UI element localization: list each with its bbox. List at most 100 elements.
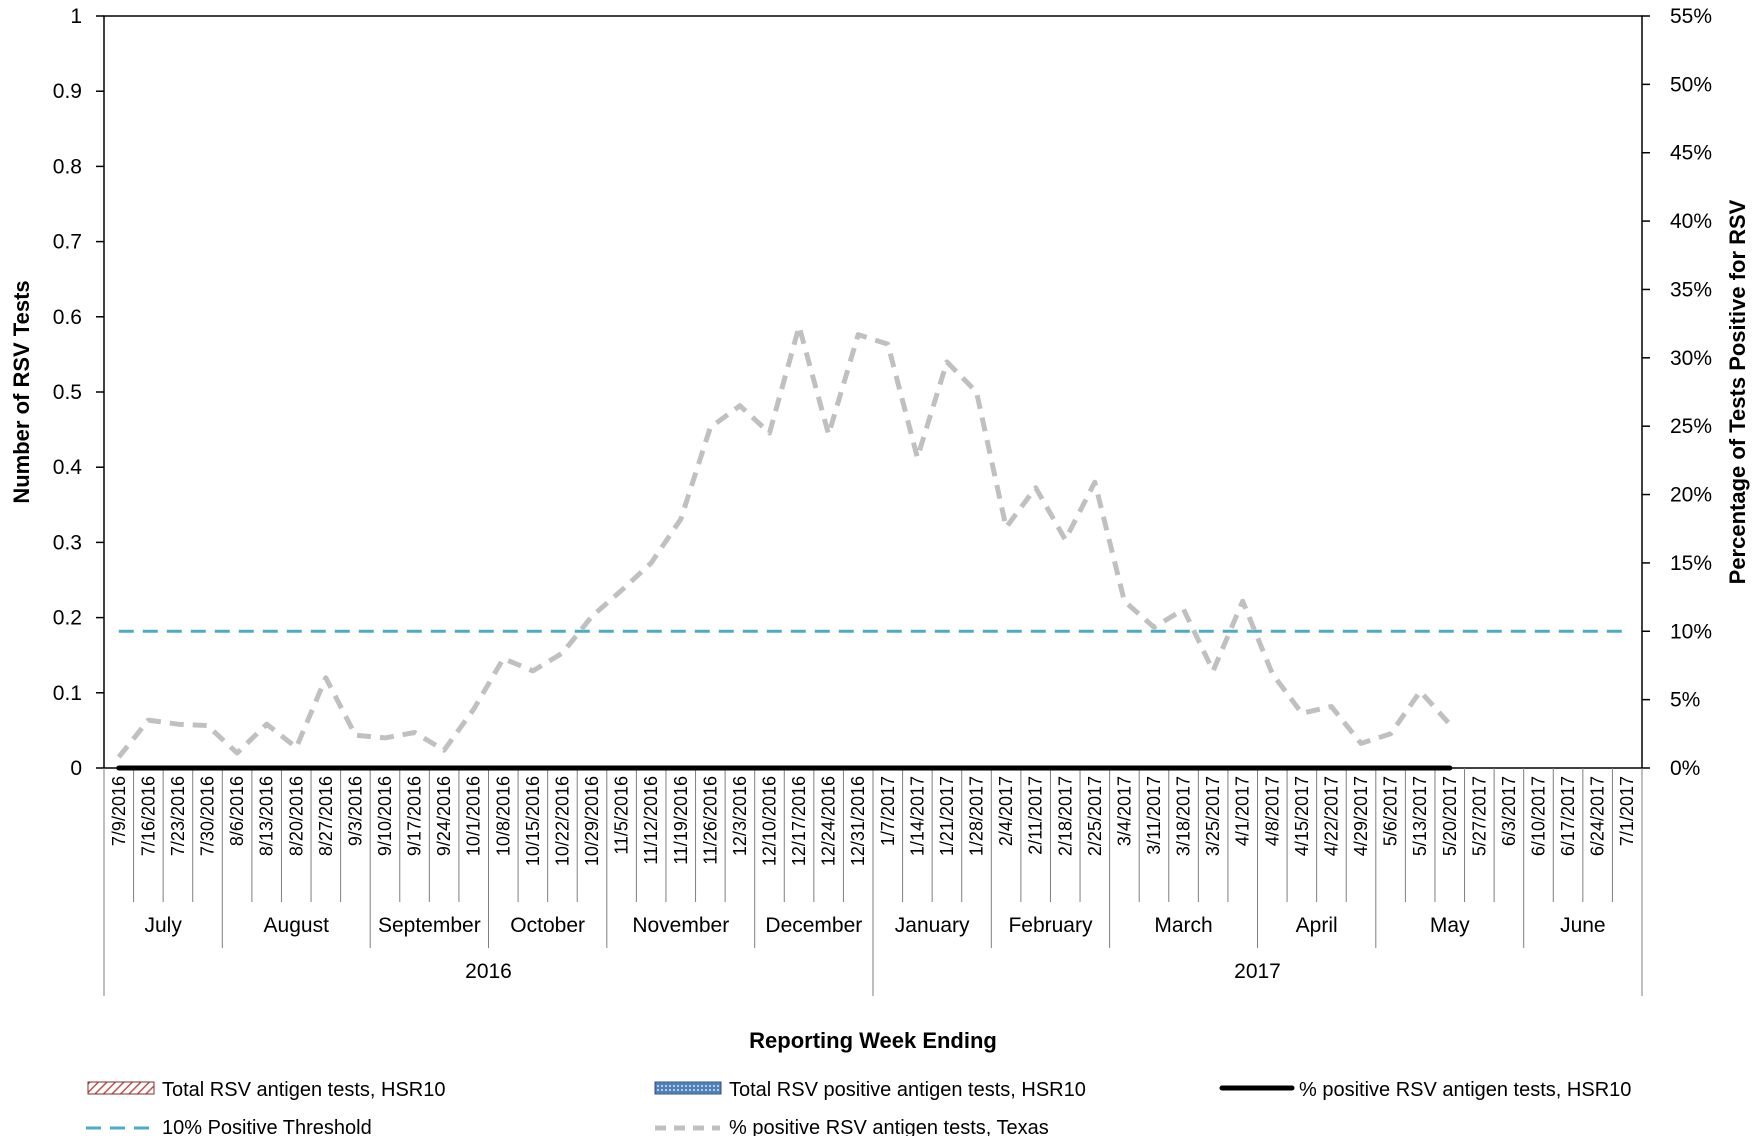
week-label: 7/23/2016 — [168, 776, 188, 856]
month-label: January — [895, 914, 970, 937]
week-label: 7/30/2016 — [198, 776, 218, 856]
week-label: 9/10/2016 — [375, 776, 395, 856]
week-label: 3/11/2017 — [1144, 776, 1164, 855]
week-label: 12/10/2016 — [759, 776, 779, 866]
week-label: 1/7/2017 — [878, 776, 898, 846]
week-label: 12/24/2016 — [819, 776, 839, 866]
left-tick-label: 0.9 — [53, 80, 82, 103]
week-label: 11/5/2016 — [612, 776, 632, 855]
week-label: 2/4/2017 — [996, 776, 1016, 846]
right-tick-label: 25% — [1670, 415, 1712, 438]
right-tick-label: 0% — [1670, 757, 1700, 780]
week-label: 12/3/2016 — [730, 776, 750, 856]
left-tick-label: 0.5 — [53, 381, 82, 404]
week-label: 11/19/2016 — [671, 776, 691, 865]
week-label: 4/22/2017 — [1321, 776, 1341, 856]
year-label: 2016 — [465, 960, 512, 983]
week-label: 10/15/2016 — [523, 776, 543, 866]
right-tick-label: 50% — [1670, 73, 1712, 96]
right-tick-label: 40% — [1670, 210, 1712, 233]
week-label: 9/17/2016 — [405, 776, 425, 856]
week-label: 4/8/2017 — [1262, 776, 1282, 846]
month-label: February — [1008, 914, 1093, 937]
week-label: 4/29/2017 — [1351, 776, 1371, 856]
week-label: 12/31/2016 — [848, 776, 868, 866]
week-label: 7/16/2016 — [138, 776, 158, 856]
week-label: 6/3/2017 — [1499, 776, 1519, 846]
week-label: 2/11/2017 — [1026, 776, 1046, 855]
week-label: 1/28/2017 — [967, 776, 987, 856]
week-label: 6/24/2017 — [1588, 776, 1608, 856]
week-label: 5/27/2017 — [1469, 776, 1489, 856]
right-tick-label: 45% — [1670, 142, 1712, 165]
week-label: 3/4/2017 — [1114, 776, 1134, 846]
x-axis-title: Reporting Week Ending — [749, 1028, 997, 1053]
legend-label-total-tests: Total RSV antigen tests, HSR10 — [162, 1079, 445, 1101]
left-tick-label: 0.1 — [53, 682, 82, 705]
left-tick-label: 0.7 — [53, 231, 82, 254]
year-label: 2017 — [1234, 960, 1281, 983]
week-label: 5/13/2017 — [1410, 776, 1430, 856]
legend-swatch-total-tests — [87, 1081, 155, 1095]
week-label: 9/3/2016 — [345, 776, 365, 846]
week-label: 6/10/2017 — [1528, 776, 1548, 856]
month-label: June — [1560, 914, 1606, 937]
week-label: 3/25/2017 — [1203, 776, 1223, 856]
left-tick-label: 0.2 — [53, 607, 82, 630]
texas-percent-line — [116, 323, 1452, 759]
month-label: October — [510, 914, 585, 937]
week-label: 2/18/2017 — [1055, 776, 1075, 856]
legend-label-positive-tests: Total RSV positive antigen tests, HSR10 — [729, 1079, 1086, 1101]
week-label: 8/27/2016 — [316, 776, 336, 856]
legend-label-hsr10-percent: % positive RSV antigen tests, HSR10 — [1299, 1079, 1631, 1101]
legend-label-threshold: 10% Positive Threshold — [162, 1117, 372, 1136]
right-tick-label: 30% — [1670, 347, 1712, 370]
month-label: May — [1430, 914, 1470, 937]
week-label: 1/21/2017 — [937, 776, 957, 856]
right-tick-label: 5% — [1670, 689, 1700, 712]
month-label: July — [144, 914, 182, 937]
week-label: 4/15/2017 — [1292, 776, 1312, 856]
week-label: 9/24/2016 — [434, 776, 454, 856]
week-label: 8/6/2016 — [227, 776, 247, 846]
month-label: November — [632, 914, 729, 937]
left-axis-title: Number of RSV Tests — [9, 280, 34, 503]
week-label: 10/8/2016 — [493, 776, 513, 856]
week-label: 4/1/2017 — [1233, 776, 1253, 846]
week-label: 10/1/2016 — [464, 776, 484, 856]
legend-label-texas-percent: % positive RSV antigen tests, Texas — [729, 1117, 1049, 1136]
week-label: 1/14/2017 — [907, 776, 927, 856]
week-label: 11/12/2016 — [641, 776, 661, 865]
plot-area-frame — [103, 15, 1643, 769]
week-label: 5/20/2017 — [1440, 776, 1460, 856]
right-axis-title: Percentage of Tests Positive for RSV — [1725, 199, 1750, 584]
right-tick-label: 55% — [1670, 5, 1712, 28]
series-lines — [116, 323, 1628, 771]
week-label: 7/9/2016 — [109, 776, 129, 846]
week-label: 12/17/2016 — [789, 776, 809, 866]
legend: Total RSV antigen tests, HSR10 Total RSV… — [86, 1079, 1631, 1136]
left-axis-tick-labels: 0 0.1 0.2 0.3 0.4 0.5 0.6 0.7 0.8 0.9 1 — [53, 5, 104, 780]
week-label: 6/17/2017 — [1558, 776, 1578, 856]
left-tick-label: 0.8 — [53, 155, 82, 178]
week-label: 3/18/2017 — [1174, 776, 1194, 856]
week-label: 10/22/2016 — [552, 776, 572, 866]
week-label: 8/20/2016 — [286, 776, 306, 856]
category-axis: 7/9/2016 7/16/2016 7/23/2016 7/30/2016 8/6/2… — [103, 768, 1643, 996]
week-label: 5/6/2017 — [1381, 776, 1401, 846]
month-label: August — [264, 914, 330, 937]
right-tick-label: 10% — [1670, 620, 1712, 643]
month-label: September — [378, 914, 481, 937]
month-label: April — [1296, 914, 1338, 937]
right-tick-label: 15% — [1670, 552, 1712, 575]
week-label: 10/29/2016 — [582, 776, 602, 866]
right-axis-tick-labels: 0% 5% 10% 15% 20% 25% 30% 35% 40% 45% 50% 55% — [1642, 5, 1712, 780]
right-tick-label: 20% — [1670, 484, 1712, 507]
left-tick-label: 0.6 — [53, 306, 82, 329]
left-tick-label: 0 — [70, 757, 82, 780]
week-label: 7/1/2017 — [1617, 776, 1637, 846]
month-label: March — [1154, 914, 1212, 937]
week-label: 11/26/2016 — [700, 776, 720, 865]
legend-swatch-positive-tests — [654, 1081, 722, 1095]
